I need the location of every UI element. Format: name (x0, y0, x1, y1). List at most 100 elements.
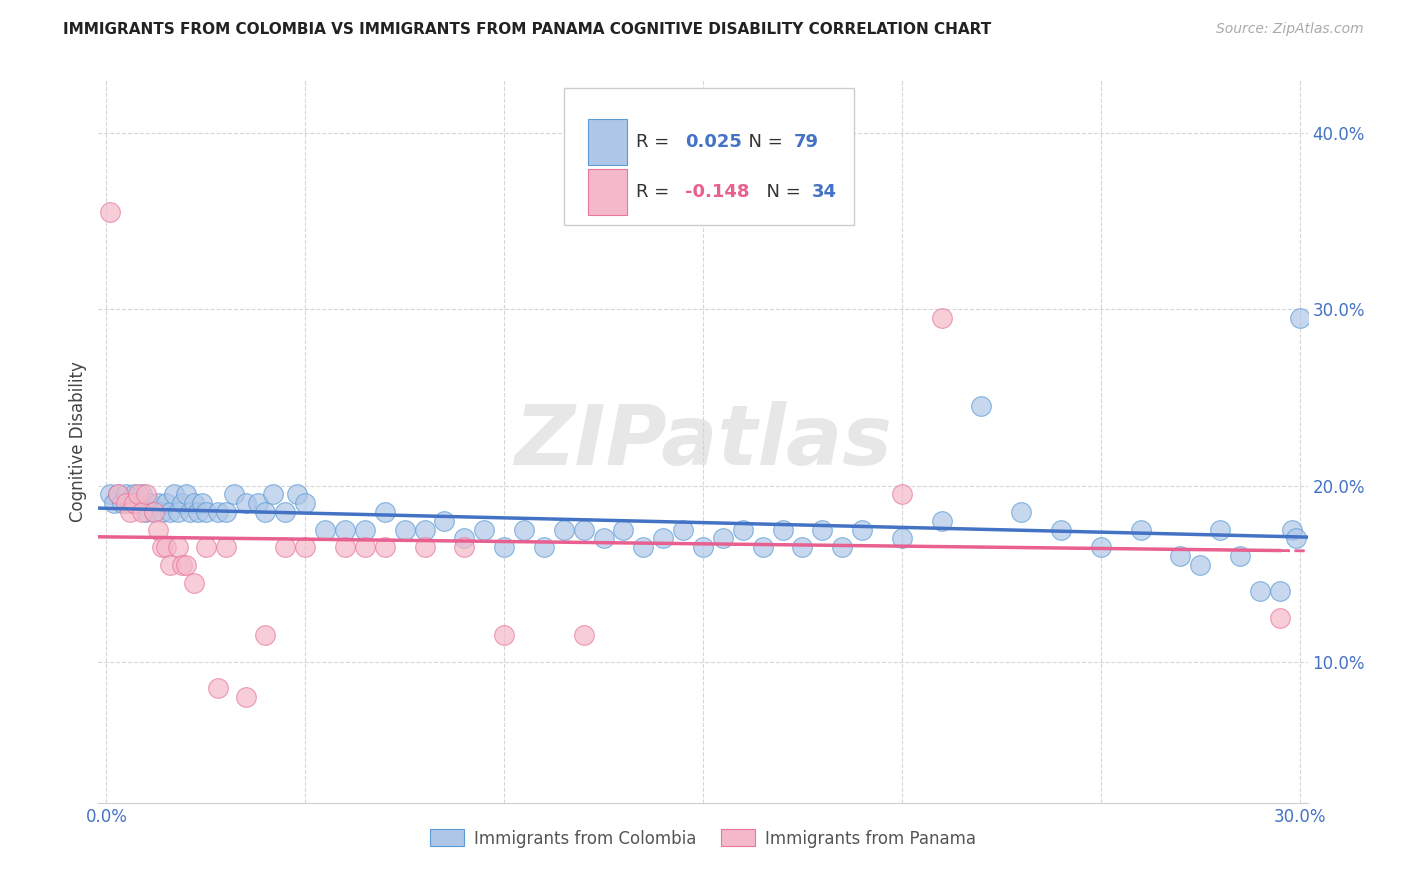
Point (711, 532, 734, 546)
Point (194, 505, 217, 519)
Point (159, 558, 181, 572)
Point (235, 496, 257, 510)
Point (1090, 541, 1112, 555)
Point (135, 487, 157, 501)
Point (235, 690, 257, 704)
Point (433, 514, 456, 528)
Point (890, 487, 912, 501)
Point (592, 532, 614, 546)
Point (163, 487, 186, 501)
Point (494, 541, 516, 555)
Point (122, 487, 145, 501)
Point (274, 505, 297, 519)
Point (851, 523, 873, 537)
Point (215, 541, 238, 555)
Point (167, 541, 190, 555)
Point (472, 523, 495, 537)
Point (254, 628, 277, 642)
Text: -0.148: -0.148 (685, 183, 749, 202)
Text: IMMIGRANTS FROM COLOMBIA VS IMMIGRANTS FROM PANAMA COGNITIVE DISABILITY CORRELAT: IMMIGRANTS FROM COLOMBIA VS IMMIGRANTS F… (63, 22, 991, 37)
Point (931, 514, 953, 528)
Point (170, 496, 193, 510)
Point (533, 541, 555, 555)
Point (146, 496, 169, 510)
Point (103, 496, 125, 510)
Text: ZIPatlas: ZIPatlas (515, 401, 891, 482)
Point (1189, 558, 1212, 572)
FancyBboxPatch shape (588, 169, 627, 215)
Point (174, 558, 197, 572)
Point (143, 505, 166, 519)
Point (731, 523, 754, 537)
Point (314, 523, 336, 537)
Point (1010, 505, 1032, 519)
Point (155, 541, 177, 555)
Point (1285, 532, 1308, 546)
Point (107, 487, 129, 501)
Point (1268, 584, 1291, 599)
Point (811, 523, 834, 537)
Point (174, 487, 197, 501)
Point (413, 523, 436, 537)
Point (1050, 523, 1073, 537)
Point (131, 505, 153, 519)
Point (170, 558, 193, 572)
Text: 79: 79 (793, 133, 818, 151)
Point (294, 496, 316, 510)
Point (692, 541, 714, 555)
Point (831, 541, 853, 555)
Point (1281, 523, 1303, 537)
Point (194, 541, 217, 555)
Point (179, 505, 201, 519)
Point (672, 523, 695, 537)
Point (146, 523, 169, 537)
Point (633, 541, 655, 555)
Point (262, 487, 284, 501)
Point (333, 541, 356, 555)
Point (207, 505, 229, 519)
Point (333, 523, 356, 537)
Point (553, 523, 575, 537)
Point (1168, 549, 1191, 563)
Point (931, 311, 953, 326)
Point (254, 505, 277, 519)
Point (135, 505, 157, 519)
Point (970, 399, 993, 413)
Point (167, 505, 190, 519)
Point (191, 496, 214, 510)
Point (207, 681, 229, 696)
Point (115, 487, 138, 501)
FancyBboxPatch shape (564, 87, 855, 225)
Point (494, 628, 516, 642)
Point (772, 523, 794, 537)
Point (354, 541, 377, 555)
Point (572, 628, 595, 642)
Text: N =: N = (755, 183, 807, 202)
Point (294, 541, 316, 555)
Point (274, 541, 297, 555)
Point (246, 496, 269, 510)
Text: N =: N = (737, 133, 789, 151)
Point (374, 541, 396, 555)
Y-axis label: Cognitive Disability: Cognitive Disability (69, 361, 87, 522)
Point (143, 505, 166, 519)
Point (513, 523, 536, 537)
Point (183, 496, 205, 510)
Point (131, 487, 153, 501)
Point (572, 523, 595, 537)
Point (150, 505, 173, 519)
Point (98, 487, 121, 501)
Point (285, 487, 308, 501)
Text: Source: ZipAtlas.com: Source: ZipAtlas.com (1216, 22, 1364, 37)
Point (374, 505, 396, 519)
Point (612, 523, 634, 537)
Point (453, 532, 475, 546)
Point (122, 496, 145, 510)
Point (1129, 523, 1152, 537)
Point (127, 487, 149, 501)
Text: R =: R = (637, 183, 675, 202)
Text: 0.025: 0.025 (685, 133, 742, 151)
Point (120, 496, 142, 510)
Point (413, 541, 436, 555)
Point (222, 487, 245, 501)
